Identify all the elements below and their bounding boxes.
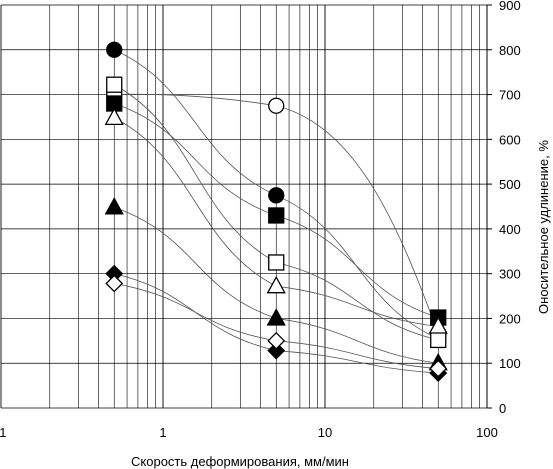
y-tick-label: 500 [499, 177, 521, 192]
marker-triangle-open [266, 275, 286, 294]
y-tick-label: 200 [499, 311, 521, 326]
series-curve-circle-open [114, 93, 439, 335]
grid [0, 4, 492, 409]
y-tick-label: 100 [499, 356, 521, 371]
marker-diamond-open [429, 359, 448, 378]
marker-square-open [268, 254, 285, 271]
marker-circle-filled [106, 41, 123, 58]
marker-diamond-open [267, 331, 286, 350]
x-tick-label: 100 [476, 425, 498, 440]
marker-triangle-open [428, 316, 448, 334]
y-tick-label: 900 [499, 0, 521, 13]
x-tick-label: ,1 [0, 425, 6, 440]
marker-diamond-open [105, 274, 124, 293]
y-tick-label: 300 [499, 267, 521, 282]
marker-triangle-open [104, 107, 124, 125]
y-tick-label: 600 [499, 132, 521, 147]
series-curve-triangle-open [114, 117, 439, 327]
y-tick-label: 0 [499, 401, 506, 416]
marker-square-filled [268, 207, 285, 224]
x-axis-label: Скорость деформирования, мм/мин [131, 454, 349, 469]
marker-circle-filled [268, 187, 285, 204]
y-tick-label: 800 [499, 43, 521, 58]
marker-diamond-filled [267, 341, 286, 360]
x-tick-label: 10 [318, 425, 332, 440]
x-tick-label: 1 [159, 425, 166, 440]
marker-circle-open [268, 97, 285, 114]
marker-triangle-filled [104, 197, 124, 215]
y-axis-label: Оноcительное удлинение, % [536, 140, 551, 314]
marker-triangle-filled [266, 308, 286, 326]
y-tick-label: 400 [499, 222, 521, 237]
y-tick-label: 700 [499, 88, 521, 103]
marker-square-open [106, 76, 123, 93]
marker-square-open [430, 331, 447, 349]
series-markers [104, 41, 448, 382]
